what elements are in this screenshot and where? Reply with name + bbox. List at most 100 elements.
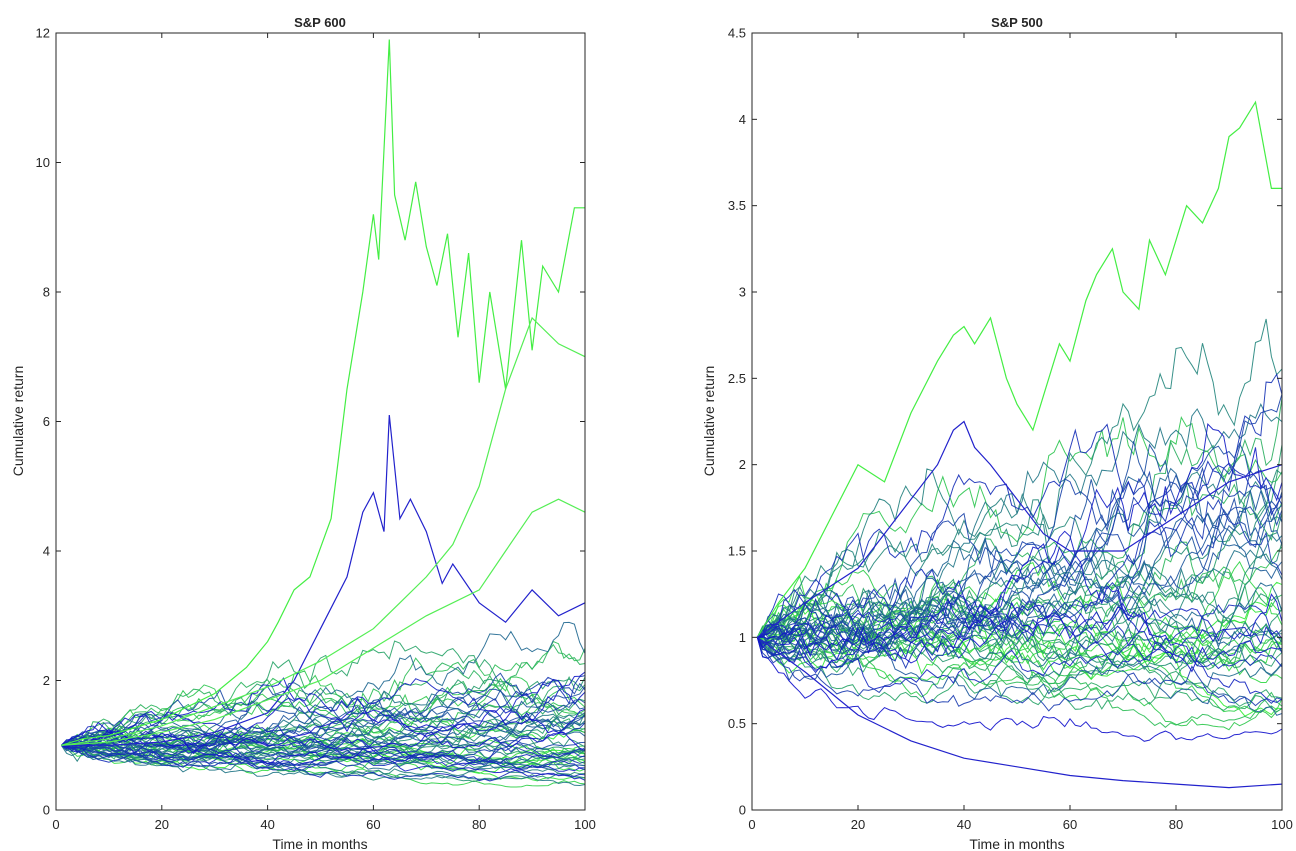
path-line <box>757 601 1283 673</box>
path-line <box>61 713 586 755</box>
path-line <box>757 635 1283 710</box>
path-line <box>61 676 586 750</box>
x-tick-label: 40 <box>260 817 274 832</box>
y-tick-label: 2.5 <box>728 371 746 386</box>
path-line <box>61 726 586 766</box>
path-line <box>756 423 1283 638</box>
path-line <box>756 593 1283 662</box>
x-tick-label: 100 <box>574 817 596 832</box>
path-line <box>756 480 1283 650</box>
path-line <box>756 630 1283 703</box>
highlighted-path-line <box>756 420 1283 638</box>
path-line <box>756 479 1283 682</box>
path-line <box>61 740 586 772</box>
path-line <box>61 678 586 746</box>
path-line <box>756 441 1283 661</box>
y-tick-label: 4 <box>739 112 746 127</box>
path-line <box>756 592 1283 665</box>
path-line <box>756 578 1283 686</box>
chart-sp600: 0 20 40 60 80 100 0 2 4 6 8 10 12 S&P 600 Time in m… <box>10 15 596 851</box>
y-tick-label: 6 <box>43 414 50 429</box>
path-line <box>61 672 586 749</box>
path-line <box>756 575 1283 650</box>
path-line <box>757 568 1283 660</box>
path-line <box>756 637 1283 712</box>
path-line <box>61 730 586 765</box>
y-axis-label: Cumulative return <box>10 366 26 477</box>
path-line <box>757 393 1283 652</box>
path-line <box>756 498 1283 643</box>
path-line <box>756 444 1283 642</box>
path-line <box>61 731 586 781</box>
highlighted-path-line <box>61 414 586 746</box>
path-line <box>61 643 586 746</box>
path-line <box>61 671 586 753</box>
x-ticks: 0 20 40 60 80 100 <box>748 33 1293 832</box>
y-tick-label: 3.5 <box>728 198 746 213</box>
x-ticks: 0 20 40 60 80 100 <box>52 33 596 832</box>
chart-title: S&P 500 <box>991 15 1043 30</box>
path-line <box>61 688 586 764</box>
path-line <box>756 497 1283 656</box>
chart-sp500: 0 20 40 60 80 100 0 0.5 1 1.5 2 2.5 3 3.5 4 4.5 S&P 50… <box>701 15 1293 851</box>
path-line <box>757 604 1283 689</box>
path-line <box>61 732 586 764</box>
path-line <box>61 741 586 782</box>
x-tick-label: 20 <box>155 817 169 832</box>
y-tick-label: 10 <box>36 155 50 170</box>
path-line <box>61 724 586 757</box>
path-line <box>756 530 1283 671</box>
y-ticks: 0 0.5 1 1.5 2 2.5 3 3.5 4 4.5 <box>728 26 1282 818</box>
path-line <box>757 621 1283 714</box>
y-axis-label: Cumulative return <box>701 366 717 477</box>
x-tick-label: 100 <box>1271 817 1293 832</box>
path-line <box>756 318 1283 638</box>
y-tick-label: 4.5 <box>728 26 746 41</box>
y-ticks: 0 2 4 6 8 10 12 <box>36 26 585 818</box>
path-line <box>61 675 586 761</box>
path-line <box>60 700 586 765</box>
path-line <box>757 631 1283 731</box>
path-line <box>757 423 1283 660</box>
highlighted-path-line <box>61 316 586 746</box>
x-tick-label: 60 <box>366 817 380 832</box>
chart-title: S&P 600 <box>294 15 346 30</box>
highlighted-path-line <box>61 39 585 746</box>
x-tick-label: 80 <box>472 817 486 832</box>
simulation-paths <box>756 100 1283 789</box>
highlighted-path-line <box>61 498 586 746</box>
y-tick-label: 2 <box>739 457 746 472</box>
path-line <box>61 742 586 769</box>
path-line <box>756 489 1283 646</box>
path-line <box>60 697 586 751</box>
axes-box <box>751 32 1283 811</box>
plot-area <box>752 33 1282 810</box>
x-axis-label: Time in months <box>969 836 1064 851</box>
path-line <box>756 545 1282 668</box>
x-tick-label: 40 <box>957 817 971 832</box>
x-tick-label: 20 <box>851 817 865 832</box>
path-line <box>756 469 1283 664</box>
x-axis-label: Time in months <box>272 836 367 851</box>
path-line <box>61 670 586 754</box>
highlighted-path-line <box>756 636 1283 789</box>
path-line <box>61 690 586 763</box>
x-tick-label: 0 <box>748 817 755 832</box>
path-line <box>61 724 586 772</box>
path-line <box>756 634 1283 692</box>
path-line <box>61 708 586 765</box>
highlighted-path-line <box>756 100 1282 638</box>
y-tick-label: 0.5 <box>728 716 746 731</box>
y-tick-label: 1.5 <box>728 544 746 559</box>
y-tick-label: 8 <box>43 285 50 300</box>
path-line <box>61 722 586 768</box>
y-tick-label: 2 <box>43 673 50 688</box>
path-line <box>757 467 1283 638</box>
x-tick-label: 60 <box>1063 817 1077 832</box>
path-line <box>756 637 1283 742</box>
y-tick-label: 0 <box>739 803 746 818</box>
y-tick-label: 1 <box>739 630 746 645</box>
x-tick-label: 0 <box>52 817 59 832</box>
x-tick-label: 80 <box>1169 817 1183 832</box>
